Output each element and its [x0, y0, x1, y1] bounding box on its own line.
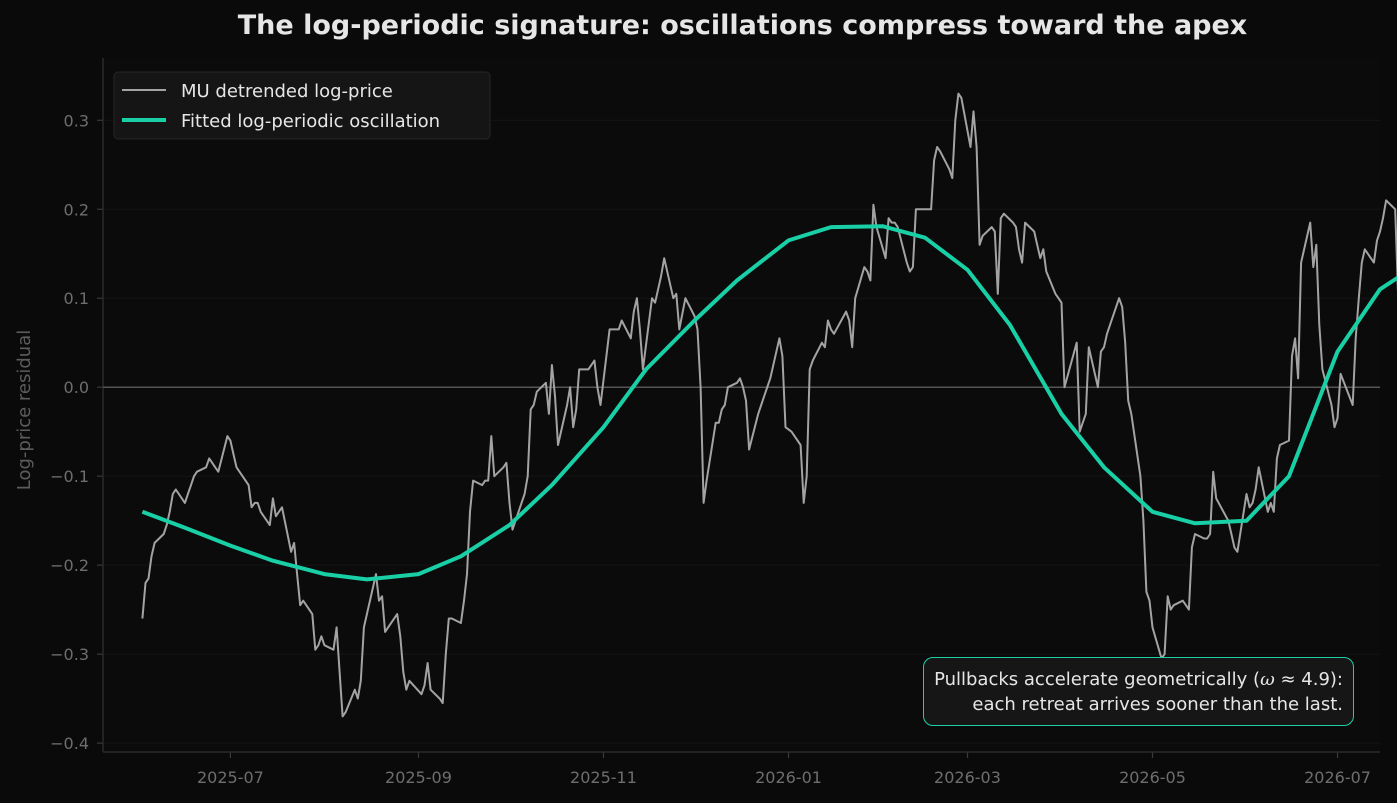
legend-label-observed: MU detrended log-price — [181, 81, 393, 102]
x-tick-label: 2026-05 — [1119, 768, 1186, 787]
annotation-suffix: ≈ 4.9): — [1274, 669, 1343, 690]
y-tick-label: 0.0 — [64, 378, 89, 397]
legend-label-fitted: Fitted log-periodic oscillation — [181, 111, 440, 132]
annotation-prefix: Pullbacks accelerate geometrically ( — [934, 669, 1261, 690]
plot-area — [103, 58, 1380, 752]
x-tick-label: 2025-07 — [197, 768, 264, 787]
y-axis-label: Log-price residual — [14, 330, 35, 491]
y-tick-label: 0.1 — [64, 289, 89, 308]
y-tick-label: −0.3 — [50, 645, 89, 664]
x-tick-label: 2025-11 — [570, 768, 637, 787]
series-line-fitted — [141, 224, 1397, 582]
x-tick-label: 2026-07 — [1304, 768, 1371, 787]
y-tick-label: −0.1 — [50, 467, 89, 486]
annotation-box: Pullbacks accelerate geometrically (ω ≈ … — [923, 657, 1354, 726]
x-ticks: 2025-07 2025-09 2025-11 2026-01 2026-03 2026-… — [197, 752, 1371, 787]
legend: MU detrended log-price Fitted log-period… — [113, 71, 491, 140]
x-tick-label: 2025-09 — [385, 768, 452, 787]
series-line-observed — [141, 92, 1397, 718]
annotation-line-1: Pullbacks accelerate geometrically (ω ≈ … — [934, 667, 1343, 692]
y-tick-label: 0.2 — [64, 200, 89, 219]
x-tick-label: 2026-01 — [755, 768, 822, 787]
y-ticks: −0.4 −0.3 −0.2 −0.1 0.0 0.1 0.2 0.3 — [50, 111, 103, 753]
y-tick-label: −0.4 — [50, 734, 89, 753]
legend-box — [113, 71, 491, 140]
y-tick-label: 0.3 — [64, 111, 89, 130]
y-tick-label: −0.2 — [50, 556, 89, 575]
annotation-line-2: each retreat arrives sooner than the las… — [972, 694, 1343, 715]
omega-symbol: ω — [1260, 669, 1275, 690]
x-tick-label: 2026-03 — [934, 768, 1001, 787]
chart-title: The log-periodic signature: oscillations… — [237, 10, 1248, 41]
